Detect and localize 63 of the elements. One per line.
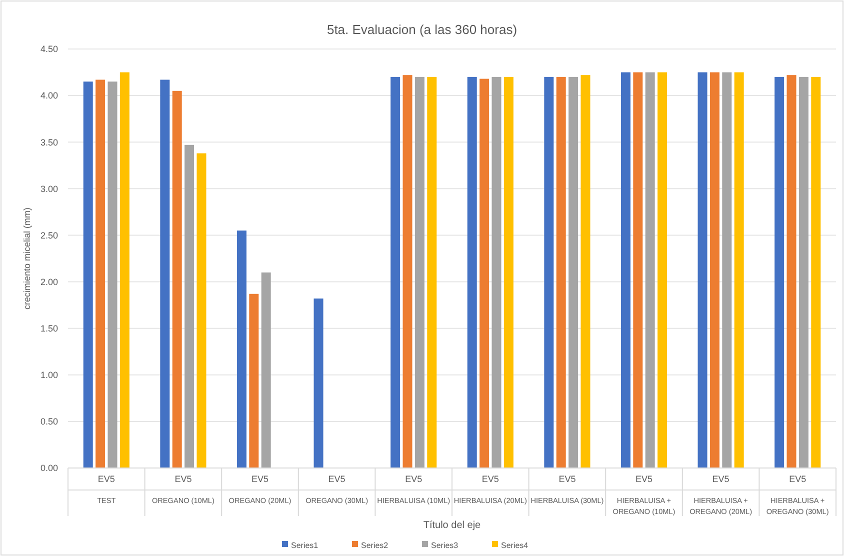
bar — [120, 72, 130, 468]
text: EV5 — [789, 474, 806, 484]
legend-label: Series1 — [291, 541, 319, 550]
bar — [645, 72, 655, 468]
bar — [249, 294, 259, 468]
bar — [798, 76, 808, 468]
bar — [184, 144, 194, 468]
y-tick-label: 3.50 — [40, 137, 58, 148]
bar — [96, 80, 106, 468]
bar — [83, 82, 93, 468]
bar — [568, 76, 578, 468]
bar — [492, 76, 502, 468]
bar — [722, 72, 732, 468]
bar — [467, 76, 477, 468]
legend-label: Series4 — [501, 541, 529, 550]
bar — [390, 76, 400, 468]
bar — [786, 75, 796, 468]
bar — [196, 153, 206, 468]
bar — [427, 76, 437, 468]
bar — [658, 72, 668, 468]
bar — [402, 75, 412, 468]
bar — [172, 90, 182, 468]
text: EV5 — [328, 474, 346, 484]
bar — [504, 76, 514, 468]
bar — [698, 72, 708, 468]
bar — [774, 76, 784, 468]
bar — [544, 76, 554, 468]
y-axis-title: crecimiento micelial (mm) — [22, 207, 32, 310]
text: EV5 — [635, 474, 653, 484]
y-tick-label: 4.50 — [40, 44, 58, 54]
y-tick-label: 1.50 — [40, 323, 58, 334]
chart-title: 5ta. Evaluacion (a las 360 horas) — [326, 22, 518, 37]
text: EV5 — [98, 474, 115, 484]
bar — [108, 82, 118, 468]
text: EV5 — [174, 474, 192, 484]
y-tick-label: 4.00 — [40, 90, 58, 101]
bar — [314, 298, 324, 468]
bar — [480, 78, 490, 468]
bar — [160, 80, 170, 468]
legend-label: Series3 — [431, 541, 459, 550]
bar — [710, 72, 720, 468]
bar — [811, 76, 821, 468]
bar — [580, 75, 590, 468]
bar — [414, 76, 424, 468]
bar — [633, 72, 643, 468]
text: EV5 — [558, 474, 576, 484]
y-tick-label: 0.50 — [40, 416, 58, 427]
bar — [734, 72, 744, 468]
bar — [261, 272, 271, 468]
y-tick-label: 1.00 — [40, 370, 58, 380]
text: EV5 — [482, 474, 499, 484]
x-axis-title: Título del eje — [423, 520, 482, 531]
text: EV5 — [405, 474, 422, 484]
text: EV5 — [251, 474, 269, 484]
bar — [556, 76, 566, 468]
y-tick-label: 0.00 — [40, 463, 58, 474]
y-tick-label: 3.00 — [40, 184, 58, 194]
legend-label: Series2 — [361, 541, 389, 550]
y-tick-label: 2.50 — [40, 230, 58, 240]
bar — [620, 72, 630, 468]
y-tick-label: 2.00 — [40, 276, 58, 287]
text: EV5 — [712, 474, 730, 484]
bar — [236, 230, 246, 468]
